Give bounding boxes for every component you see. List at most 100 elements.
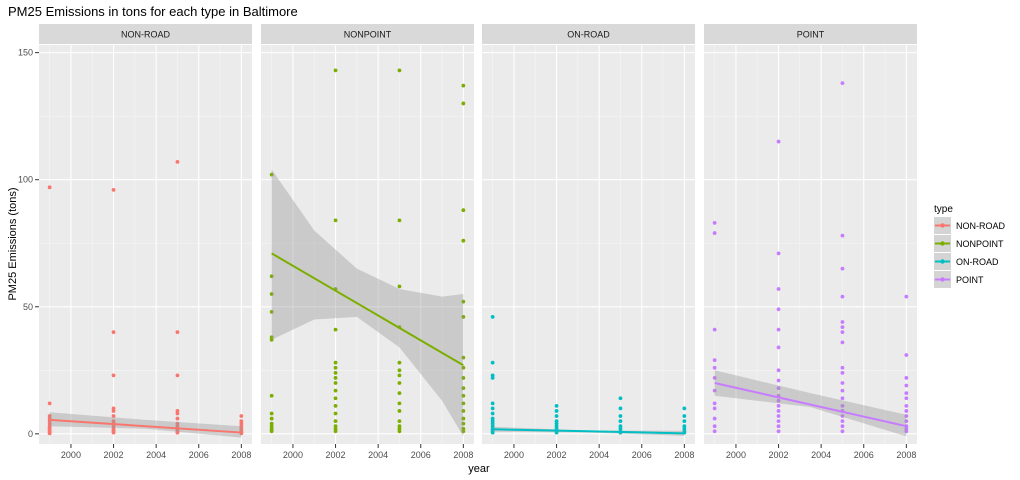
x-tick-label: 2002 (547, 450, 567, 460)
x-tick-label: 2000 (504, 450, 524, 460)
data-point (840, 294, 845, 299)
data-point (111, 430, 116, 435)
data-point (333, 429, 338, 434)
data-point (333, 68, 338, 73)
panel-background (482, 45, 695, 444)
data-point (111, 330, 116, 335)
data-point (554, 403, 559, 408)
x-tick-label: 2008 (231, 450, 251, 460)
legend-item-point: POINT (934, 271, 984, 288)
data-point (618, 406, 623, 411)
data-point (554, 409, 559, 413)
legend-item-non-road: NON-ROAD (934, 217, 1005, 234)
data-point (712, 231, 717, 235)
data-point (269, 393, 274, 398)
data-point (904, 294, 909, 299)
data-point (712, 365, 717, 370)
data-point (554, 414, 559, 418)
data-point (461, 355, 466, 360)
data-point (175, 430, 180, 435)
panel-background (39, 45, 252, 444)
y-tick-label: 100 (18, 175, 33, 185)
data-point (840, 370, 845, 375)
data-point (175, 330, 180, 335)
data-point (904, 391, 909, 396)
data-point (904, 353, 909, 357)
data-point (776, 345, 781, 350)
data-point (333, 370, 338, 375)
data-point (904, 376, 909, 380)
data-point (712, 424, 717, 429)
data-point (490, 315, 495, 319)
data-point (175, 160, 180, 164)
x-tick-label: 2008 (896, 450, 916, 460)
x-tick-label: 2000 (283, 450, 303, 460)
y-tick-label: 50 (23, 302, 33, 312)
data-point (776, 287, 781, 291)
trend-line (714, 382, 907, 428)
data-point (461, 386, 466, 390)
data-point (840, 233, 845, 238)
data-point (461, 208, 466, 213)
data-point (840, 429, 845, 434)
panel-point: POINT 2000 2002 2004 2006 2008 (704, 24, 917, 460)
x-tick-label: 2006 (189, 450, 209, 460)
x-tick-label: 2000 (726, 450, 746, 460)
facet-strip-label: ON-ROAD (567, 30, 610, 40)
x-tick-label: 2008 (453, 450, 473, 460)
y-tick-label: 0 (28, 429, 33, 439)
data-point (840, 365, 845, 370)
data-point (618, 414, 623, 418)
data-point (111, 187, 116, 192)
x-tick-label: 2006 (854, 450, 874, 460)
data-point (333, 365, 338, 370)
trend-line (271, 252, 464, 367)
data-point (461, 376, 466, 380)
data-point (712, 406, 717, 411)
data-point (682, 414, 687, 418)
y-tick-label: 150 (18, 48, 33, 58)
data-point (397, 68, 402, 73)
data-point (333, 419, 338, 424)
x-tick-label: 2008 (674, 450, 694, 460)
facet-strip (39, 24, 252, 44)
legend-dot (940, 277, 945, 282)
y-axis: 0 50 100 150 (18, 48, 39, 439)
data-point (333, 403, 338, 408)
data-point (840, 403, 845, 408)
data-point (904, 414, 909, 418)
panels: NON-ROAD 2000 2002 2004 2006 2008 NONPOINT 2000… (39, 24, 917, 460)
panel-background (704, 45, 917, 444)
data-point (269, 274, 274, 279)
x-tick-label: 2006 (632, 450, 652, 460)
data-point (682, 406, 687, 411)
data-point (776, 398, 781, 403)
data-point (269, 429, 274, 434)
data-point (776, 139, 781, 144)
data-point (776, 368, 781, 373)
data-point (397, 373, 402, 378)
facet-strip (261, 24, 474, 44)
data-point (397, 429, 402, 434)
data-point (904, 396, 909, 401)
data-point (269, 172, 274, 177)
data-point (840, 325, 845, 329)
data-point (712, 416, 717, 421)
data-point (269, 292, 274, 296)
trend-line (492, 428, 685, 435)
data-point (618, 396, 623, 401)
data-point (712, 376, 717, 380)
facet-strip-label: NONPOINT (344, 30, 392, 40)
confidence-band (714, 370, 907, 437)
data-point (397, 368, 402, 373)
panel-on-road: ON-ROAD 2000 2002 2004 2006 2008 (482, 24, 695, 460)
data-point (490, 376, 495, 380)
y-axis-title: PM25 Emissions (tons) (7, 187, 19, 300)
data-point (776, 424, 781, 429)
data-point (333, 376, 338, 380)
data-point (840, 330, 845, 335)
data-point (712, 358, 717, 363)
data-point (490, 360, 495, 365)
data-point (333, 218, 338, 223)
data-point (269, 337, 274, 342)
